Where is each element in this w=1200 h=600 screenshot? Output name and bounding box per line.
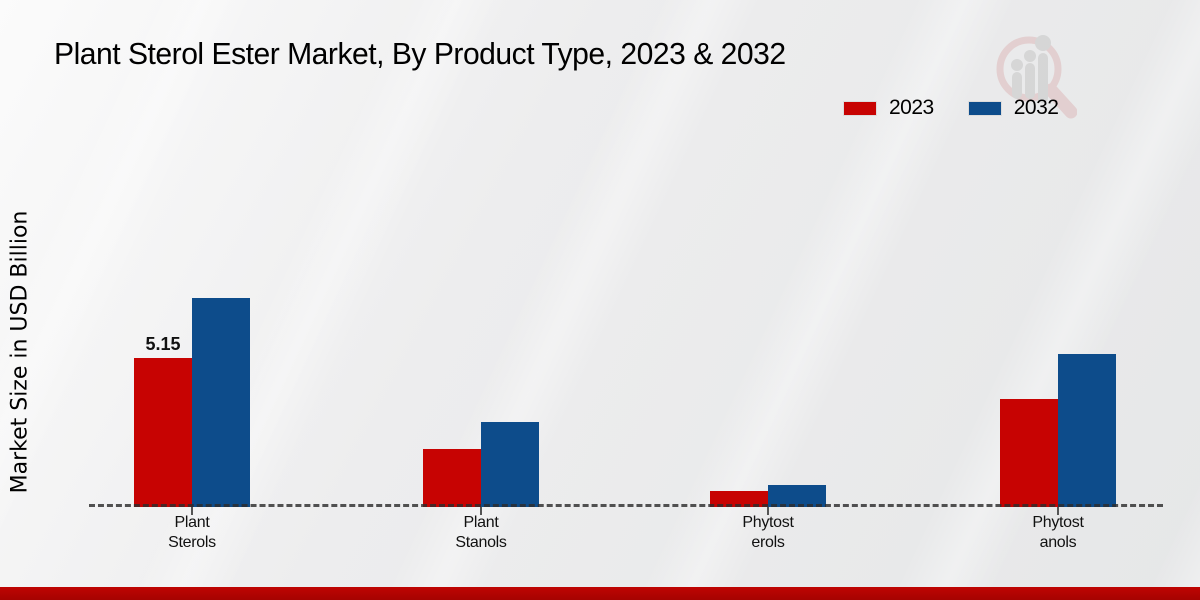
category-label-phytostanols: Phytost anols bbox=[1032, 514, 1084, 551]
bar-data-label-2023-plant-sterols: 5.15 bbox=[145, 334, 181, 354]
chart-title: Plant Sterol Ester Market, By Product Ty… bbox=[54, 36, 786, 71]
bar-2023-phytostanols bbox=[1000, 399, 1058, 507]
x-tick-plant-stanols bbox=[480, 507, 482, 515]
category-label-phytosterols: Phytost erols bbox=[742, 514, 794, 551]
x-tick-phytostanols bbox=[1057, 507, 1059, 515]
legend: 2023 2032 bbox=[843, 96, 1059, 120]
legend-item-2032: 2032 bbox=[967, 96, 1059, 120]
category-label-plant-sterols: Plant Sterols bbox=[168, 514, 216, 551]
legend-label-2032: 2032 bbox=[1013, 96, 1059, 119]
legend-item-2023: 2023 bbox=[843, 96, 934, 120]
bar-2032-phytosterols bbox=[768, 485, 826, 507]
bar-2032-plant-sterols bbox=[192, 298, 250, 507]
legend-label-2023: 2023 bbox=[889, 96, 934, 119]
legend-swatch-2032-icon bbox=[967, 100, 1002, 116]
bar-2023-plant-sterols bbox=[134, 358, 192, 507]
bar-2032-phytostanols bbox=[1058, 354, 1116, 507]
bar-2023-plant-stanols bbox=[423, 449, 481, 507]
footer-accent-bar bbox=[0, 587, 1200, 600]
x-tick-phytosterols bbox=[767, 507, 769, 515]
bar-2023-phytosterols bbox=[710, 491, 768, 507]
magnifier-bar-chart-watermark-icon bbox=[996, 35, 1077, 119]
legend-swatch-2023-icon bbox=[843, 100, 877, 116]
x-axis-baseline bbox=[89, 504, 1163, 507]
category-label-plant-stanols: Plant Stanols bbox=[455, 514, 507, 551]
x-tick-plant-sterols bbox=[191, 507, 193, 515]
bar-2032-plant-stanols bbox=[481, 422, 539, 507]
